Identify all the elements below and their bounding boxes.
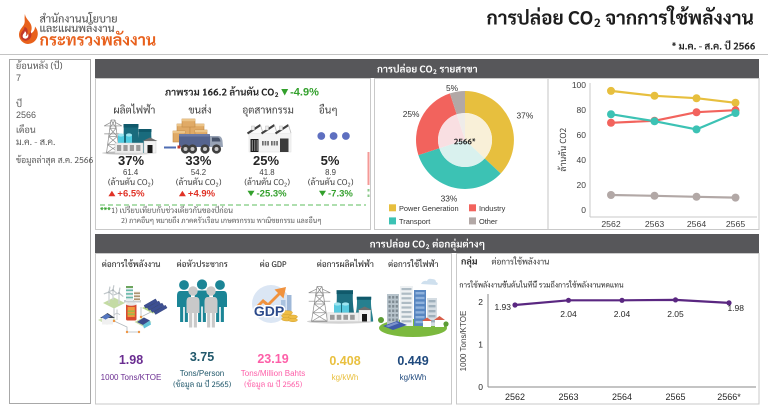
svg-text:Tons/Million Bahts: Tons/Million Bahts <box>241 369 305 378</box>
svg-text:2566: 2566 <box>16 110 36 120</box>
svg-text:2565: 2565 <box>665 392 685 402</box>
svg-text:-25.3%: -25.3% <box>257 189 288 200</box>
svg-text:1.98: 1.98 <box>119 353 143 367</box>
svg-text:1: 1 <box>478 340 483 350</box>
svg-text:+6.5%: +6.5% <box>117 189 145 200</box>
svg-text:5%: 5% <box>321 153 340 168</box>
svg-text:37%: 37% <box>118 153 144 168</box>
svg-text:80: 80 <box>577 105 587 115</box>
svg-text:+4.9%: +4.9% <box>188 189 216 200</box>
svg-text:Power Generation: Power Generation <box>399 204 459 213</box>
svg-text:5%: 5% <box>446 83 459 93</box>
svg-text:54.2: 54.2 <box>191 168 206 177</box>
svg-text:2562: 2562 <box>505 392 525 402</box>
svg-text:2.04: 2.04 <box>560 309 577 319</box>
svg-text:7: 7 <box>16 73 21 83</box>
svg-text:GDP: GDP <box>254 303 284 319</box>
svg-text:0.408: 0.408 <box>329 354 360 368</box>
svg-text:2565: 2565 <box>726 219 745 229</box>
svg-text:23.19: 23.19 <box>257 352 288 366</box>
svg-text:Tons/Person: Tons/Person <box>180 369 224 378</box>
svg-text:2566*: 2566* <box>717 392 741 402</box>
svg-text:0.449: 0.449 <box>397 354 428 368</box>
svg-text:2564: 2564 <box>612 392 632 402</box>
svg-text:GDP: GDP <box>254 303 284 319</box>
svg-text:25%: 25% <box>253 153 279 168</box>
svg-text:2.04: 2.04 <box>614 309 631 319</box>
svg-text:Industry: Industry <box>479 204 506 213</box>
svg-text:61.4: 61.4 <box>123 168 139 177</box>
svg-text:2.05: 2.05 <box>667 309 684 319</box>
svg-text:2564: 2564 <box>687 219 706 229</box>
svg-text:37%: 37% <box>517 111 534 121</box>
svg-text:0: 0 <box>581 205 586 215</box>
svg-text:2: 2 <box>478 297 483 307</box>
svg-text:60: 60 <box>577 130 587 140</box>
svg-text:0: 0 <box>478 382 483 392</box>
svg-text:100: 100 <box>572 80 586 90</box>
svg-text:1.93: 1.93 <box>494 302 511 312</box>
svg-text:20: 20 <box>577 180 587 190</box>
svg-text:Other: Other <box>479 217 498 226</box>
svg-text:41.8: 41.8 <box>259 168 274 177</box>
svg-text:8.9: 8.9 <box>325 168 336 177</box>
svg-text:1000 Tons/KTOE: 1000 Tons/KTOE <box>101 373 162 382</box>
svg-text:1.98: 1.98 <box>727 303 744 313</box>
svg-text:2563: 2563 <box>645 219 664 229</box>
svg-text:Transport: Transport <box>399 217 430 226</box>
svg-text:3.75: 3.75 <box>190 350 214 364</box>
svg-text:2562: 2562 <box>601 219 620 229</box>
svg-text:2563: 2563 <box>558 392 578 402</box>
svg-text:33%: 33% <box>441 194 458 204</box>
svg-text:-4.9%: -4.9% <box>290 87 319 99</box>
svg-text:33%: 33% <box>185 153 211 168</box>
svg-text:kg/kWh: kg/kWh <box>400 373 427 382</box>
svg-text:40: 40 <box>577 155 587 165</box>
svg-text:-7.3%: -7.3% <box>328 189 353 200</box>
svg-text:1000 Tons/KTOE: 1000 Tons/KTOE <box>459 311 468 372</box>
svg-text:kg/kWh: kg/kWh <box>332 373 359 382</box>
svg-text:25%: 25% <box>403 109 420 119</box>
